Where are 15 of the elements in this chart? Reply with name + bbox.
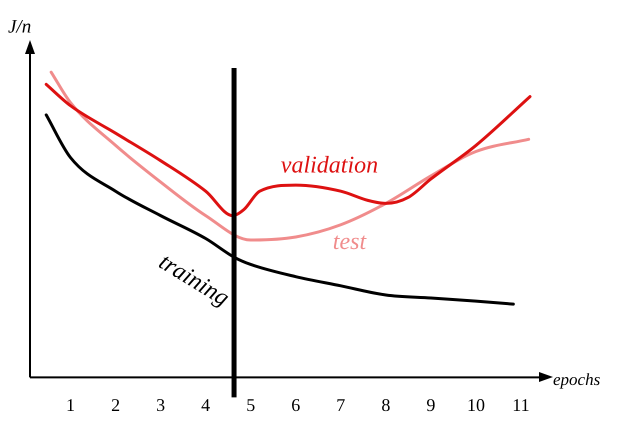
x-axis-title: epochs: [553, 370, 601, 389]
y-axis-title: J/n: [8, 16, 32, 38]
x-tick-label: 9: [426, 394, 436, 415]
x-tick-label: 7: [336, 394, 346, 415]
x-tick-label: 11: [512, 394, 530, 415]
x-tick-label: 3: [156, 394, 166, 415]
x-tick-label: 2: [111, 394, 120, 415]
x-tick-label: 4: [201, 394, 210, 415]
x-tick-label: 10: [466, 394, 485, 415]
series-label: validation: [280, 152, 378, 179]
series-label: test: [332, 229, 368, 256]
x-tick-label: 5: [246, 394, 256, 415]
x-tick-label: 1: [66, 394, 76, 415]
x-tick-label: 6: [291, 394, 300, 415]
x-tick-label: 8: [381, 394, 390, 415]
